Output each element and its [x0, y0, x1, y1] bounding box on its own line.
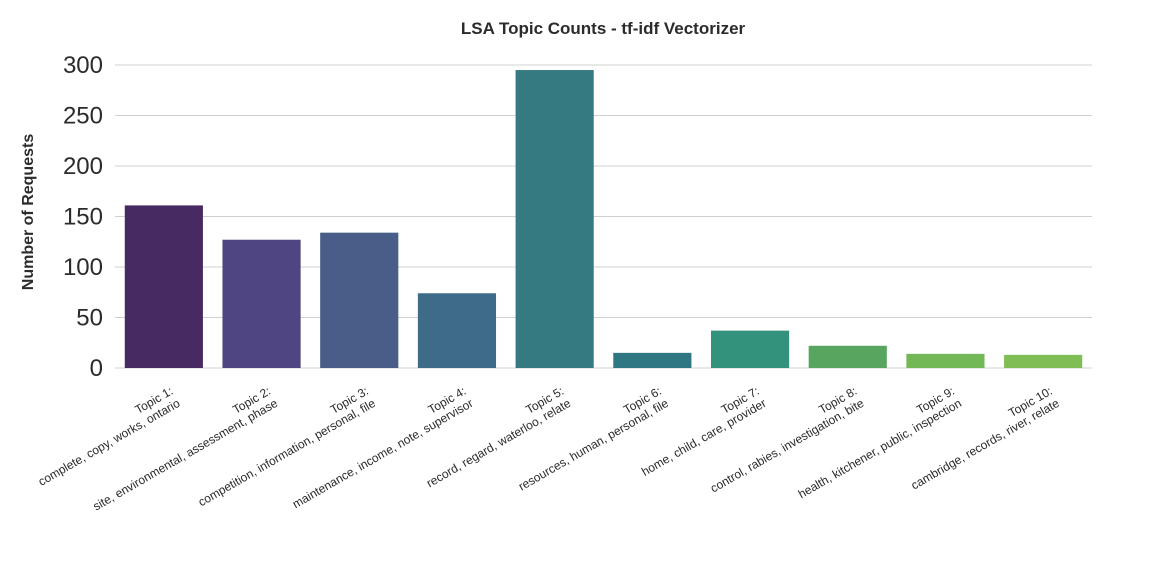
y-axis-ticks: 0 50 100 150 200 250 300	[63, 52, 103, 382]
x-tick-label: Topic 9:health, kitchener, public, inspe…	[796, 384, 964, 501]
y-tick-label: 0	[90, 355, 103, 382]
x-tick-keywords: competition, information, personal, file	[196, 396, 378, 509]
bar	[222, 239, 301, 368]
x-tick-keywords: site, environmental, assessment, phase	[91, 396, 281, 514]
y-tick-label: 150	[63, 204, 103, 231]
y-tick-label: 200	[63, 153, 103, 180]
y-tick-label: 100	[63, 254, 103, 281]
x-tick-label: Topic 3:competition, information, person…	[196, 384, 378, 509]
x-tick-label: Topic 2:site, environmental, assessment,…	[91, 384, 281, 514]
x-tick-keywords: maintenance, income, note, supervisor	[290, 396, 475, 511]
bar	[515, 70, 594, 369]
bar	[808, 345, 887, 368]
bar	[1004, 354, 1083, 368]
y-tick-label: 250	[63, 103, 103, 130]
bar	[710, 330, 790, 368]
y-tick-label: 50	[76, 305, 103, 332]
chart-title: LSA Topic Counts - tf-idf Vectorizer	[461, 19, 746, 38]
bar	[906, 353, 985, 368]
x-tick-label: Topic 4:maintenance, income, note, super…	[290, 384, 475, 511]
x-axis-ticks: Topic 1:complete, copy, works, ontario To…	[36, 384, 1062, 514]
bars	[124, 70, 1083, 369]
bar	[417, 293, 497, 368]
bar	[613, 352, 692, 368]
bar	[320, 232, 399, 368]
bar	[124, 205, 203, 368]
y-axis-label: Number of Requests	[20, 134, 37, 291]
y-tick-label: 300	[63, 52, 103, 79]
